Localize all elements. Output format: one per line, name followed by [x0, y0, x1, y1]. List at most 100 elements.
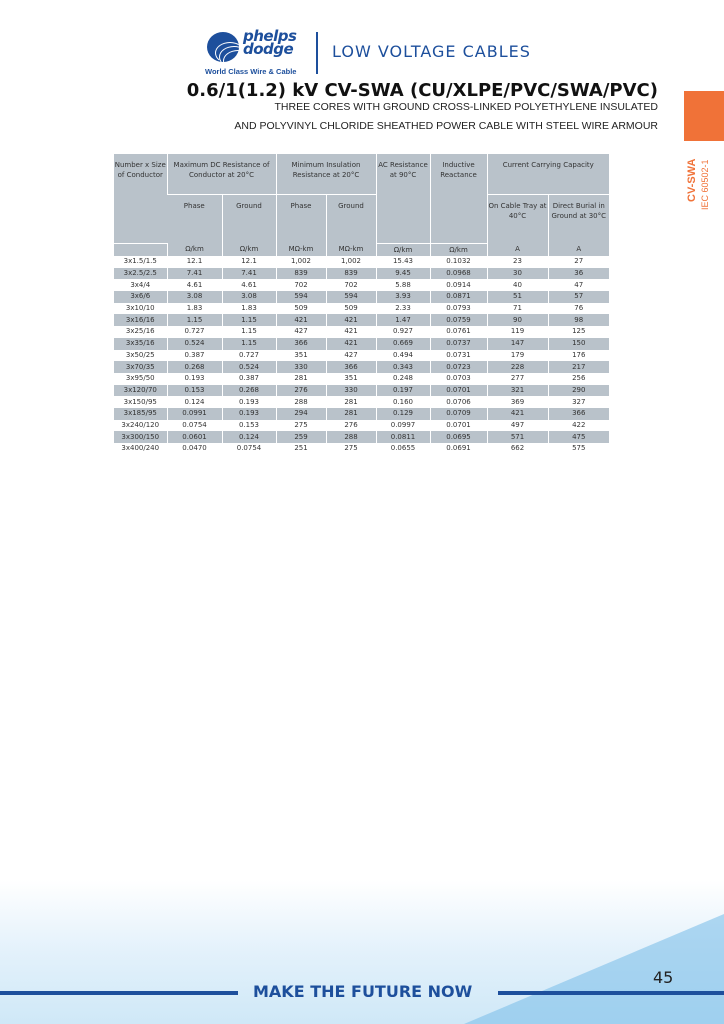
header-insulation-resistance: Minimum Insulation Resistance at 20°C	[275, 154, 376, 195]
unit-cell: MΩ-km	[325, 243, 376, 256]
table-row: 3x10/10 1.83 1.83 509 509 2.33 0.0793 71 76	[114, 302, 609, 315]
table-cell: 594	[325, 291, 376, 303]
table-cell: 427	[325, 349, 376, 362]
table-cell: 0.193	[221, 396, 276, 408]
table-cell: 427	[275, 326, 326, 338]
table-cell: 3x185/95	[114, 407, 167, 420]
header-direct-burial: Direct Burial in Ground at 30°C	[547, 194, 609, 243]
table-row: 3x25/16 0.727 1.15 427 421 0.927 0.0761 119 125	[114, 326, 609, 338]
table-cell: 421	[486, 407, 548, 420]
table-row: 3x16/16 1.15 1.15 421 421 1.47 0.0759 90 98	[114, 314, 609, 327]
table-cell: 0.0793	[429, 302, 487, 315]
table-cell: 51	[486, 291, 548, 303]
table-row: 3x6/6 3.08 3.08 594 594 3.93 0.0871 51 57	[114, 291, 609, 303]
table-cell: 0.268	[221, 384, 276, 397]
table-cell: 179	[486, 349, 548, 362]
header-ins-ground: Ground	[325, 194, 376, 243]
table-cell: 217	[547, 361, 609, 373]
table-cell: 71	[486, 302, 548, 315]
table-cell: 57	[547, 291, 609, 303]
table-cell: 0.197	[375, 384, 430, 397]
table-cell: 27	[547, 256, 609, 268]
company-logo: phelps dodge World Class Wire & Cable	[205, 29, 305, 78]
unit-cell: MΩ-km	[275, 243, 326, 256]
header-current-capacity: Current Carrying Capacity	[486, 154, 609, 195]
table-cell: 1.83	[221, 302, 276, 315]
table-cell: 3x240/120	[121, 420, 160, 429]
table-cell: 0.0759	[429, 314, 487, 327]
table-cell: 0.0754	[221, 443, 276, 455]
table-cell: 0.494	[375, 349, 430, 362]
table-cell: 281	[325, 407, 376, 420]
table-cell: 3.08	[221, 291, 276, 303]
table-cell: 0.268	[166, 361, 222, 373]
table-cell: 594	[275, 291, 326, 303]
table-cell: 575	[547, 443, 609, 455]
side-label: CV-SWA IEC 60502-1	[684, 148, 724, 218]
table-cell: 369	[486, 396, 548, 408]
table-cell: 0.0754	[166, 419, 222, 432]
table-cell: 288	[275, 396, 326, 408]
side-standard: IEC 60502-1	[700, 159, 710, 210]
table-cell: 0.0991	[166, 407, 222, 420]
globe-logo-icon	[207, 32, 239, 62]
table-cell: 0.927	[375, 326, 430, 338]
table-cell: 1,002	[325, 256, 376, 268]
table-row: 3x2.5/2.5 7.41 7.41 839 839 9.45 0.0968 30 36	[114, 267, 609, 280]
footer-line-right	[498, 991, 724, 995]
table-cell: 3.08	[166, 291, 222, 303]
table-cell: 5.88	[375, 279, 430, 292]
table-cell: 0.0701	[429, 384, 487, 397]
table-cell: 0.0695	[429, 431, 487, 443]
table-cell: 330	[325, 384, 376, 397]
table-cell: 3.93	[375, 291, 430, 303]
table-cell: 3x1.5/1.5	[123, 257, 157, 266]
table-cell: 475	[547, 431, 609, 443]
table-cell: 0.727	[166, 326, 222, 338]
table-row: 3x50/25 0.387 0.727 351 427 0.494 0.0731 179 176	[114, 349, 609, 362]
table-cell: 275	[325, 443, 376, 455]
table-row: 3x35/16 0.524 1.15 366 421 0.669 0.0737 147 150	[114, 337, 609, 350]
table-cell: 327	[547, 396, 609, 408]
table-cell: 0.0914	[429, 279, 487, 292]
table-cell: 0.387	[166, 349, 222, 362]
footer-background	[0, 880, 724, 1024]
table-cell: 0.0871	[429, 291, 487, 303]
table-cell: 150	[547, 337, 609, 350]
unit-cell: A	[486, 243, 548, 256]
table-cell: 281	[275, 372, 326, 385]
table-cell: 351	[325, 372, 376, 385]
table-cell: 0.0737	[429, 337, 487, 350]
table-cell: 1.15	[166, 314, 222, 327]
unit-cell: A	[547, 243, 609, 256]
table-cell: 702	[275, 279, 326, 292]
table-cell: 176	[547, 349, 609, 362]
table-cell: 276	[325, 419, 376, 432]
table-cell: 259	[275, 431, 326, 443]
unit-cell: Ω/km	[166, 243, 222, 256]
table-cell: 15.43	[375, 256, 430, 268]
page-title: 0.6/1(1.2) kV CV-SWA (CU/XLPE/PVC/SWA/PV…	[186, 80, 658, 101]
table-cell: 0.0731	[429, 349, 487, 362]
table-cell: 421	[325, 337, 376, 350]
table-cell: 23	[486, 256, 548, 268]
table-cell: 1.15	[221, 337, 276, 350]
table-row: 3x400/240 0.0470 0.0754 251 275 0.0655 0.0691 6…	[114, 443, 609, 455]
table-cell: 3x50/25	[125, 350, 155, 359]
table-cell: 366	[325, 361, 376, 373]
table-cell: 2.33	[375, 302, 430, 315]
table-cell: 0.124	[221, 431, 276, 443]
footer-motto: MAKE THE FUTURE NOW	[253, 982, 473, 1001]
header-inductive-reactance: Inductive Reactance	[429, 154, 487, 244]
table-cell: 251	[275, 443, 326, 455]
table-cell: 3x120/70	[114, 384, 167, 397]
table-cell: 321	[486, 384, 548, 397]
table-cell: 497	[486, 419, 548, 432]
table-cell: 1.15	[221, 314, 276, 327]
table-cell: 839	[275, 267, 326, 280]
side-tab-marker	[684, 91, 724, 141]
table-cell: 330	[275, 361, 326, 373]
unit-cell: Ω/km	[221, 243, 276, 256]
subtitle-line-2: AND POLYVINYL CHLORIDE SHEATHED POWER CA…	[234, 120, 658, 132]
brand-tagline: World Class Wire & Cable	[205, 67, 297, 76]
